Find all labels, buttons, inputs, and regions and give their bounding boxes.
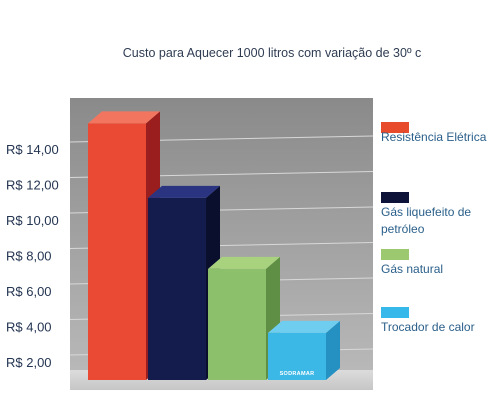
bar-top [148,185,220,198]
y-axis-tick-labels: R$ 2,00 R$ 4,00 R$ 6,00 R$ 8,00 R$ 10,00 R$ 1… [6,142,59,370]
y-tick-label: R$ 8,00 [6,249,52,264]
legend-label: Gás natural [381,262,443,276]
bar-top [88,111,160,124]
legend-swatch [381,307,409,318]
bar-top [268,320,340,333]
bar-front [88,123,146,380]
sodramar-logo: SODRAMAR [280,371,315,377]
y-tick-label: R$ 14,00 [6,142,59,157]
legend-label: petróleo [381,222,425,236]
bars: SODRAMAR [88,111,340,380]
legend-swatch [381,192,409,203]
y-tick-label: R$ 4,00 [6,320,52,335]
bar-side [326,320,340,380]
legend-swatch [381,122,409,133]
legend-label: Resistência Elétrica [381,130,487,144]
legend-item: Gás liquefeito de petróleo [381,192,471,236]
bar [268,320,340,380]
bar-front [208,268,266,380]
chart-title: Custo para Aquecer 1000 litros com varia… [123,46,421,60]
bar-front [268,332,326,380]
legend-item: Gás natural [381,249,443,276]
y-tick-label: R$ 12,00 [6,178,59,193]
legend-swatch [381,249,409,260]
legend: Resistência Elétrica Gás liquefeito de pet… [381,122,487,334]
y-tick-label: R$ 2,00 [6,355,52,370]
bar-top [208,256,280,269]
bar-front [148,197,206,380]
y-tick-label: R$ 6,00 [6,284,52,299]
y-tick-label: R$ 10,00 [6,213,59,228]
legend-label: Gás liquefeito de [381,205,471,219]
legend-item: Resistência Elétrica [381,122,487,144]
legend-item: Trocador de calor [381,307,475,334]
bar [88,111,160,380]
legend-label: Trocador de calor [381,320,475,334]
